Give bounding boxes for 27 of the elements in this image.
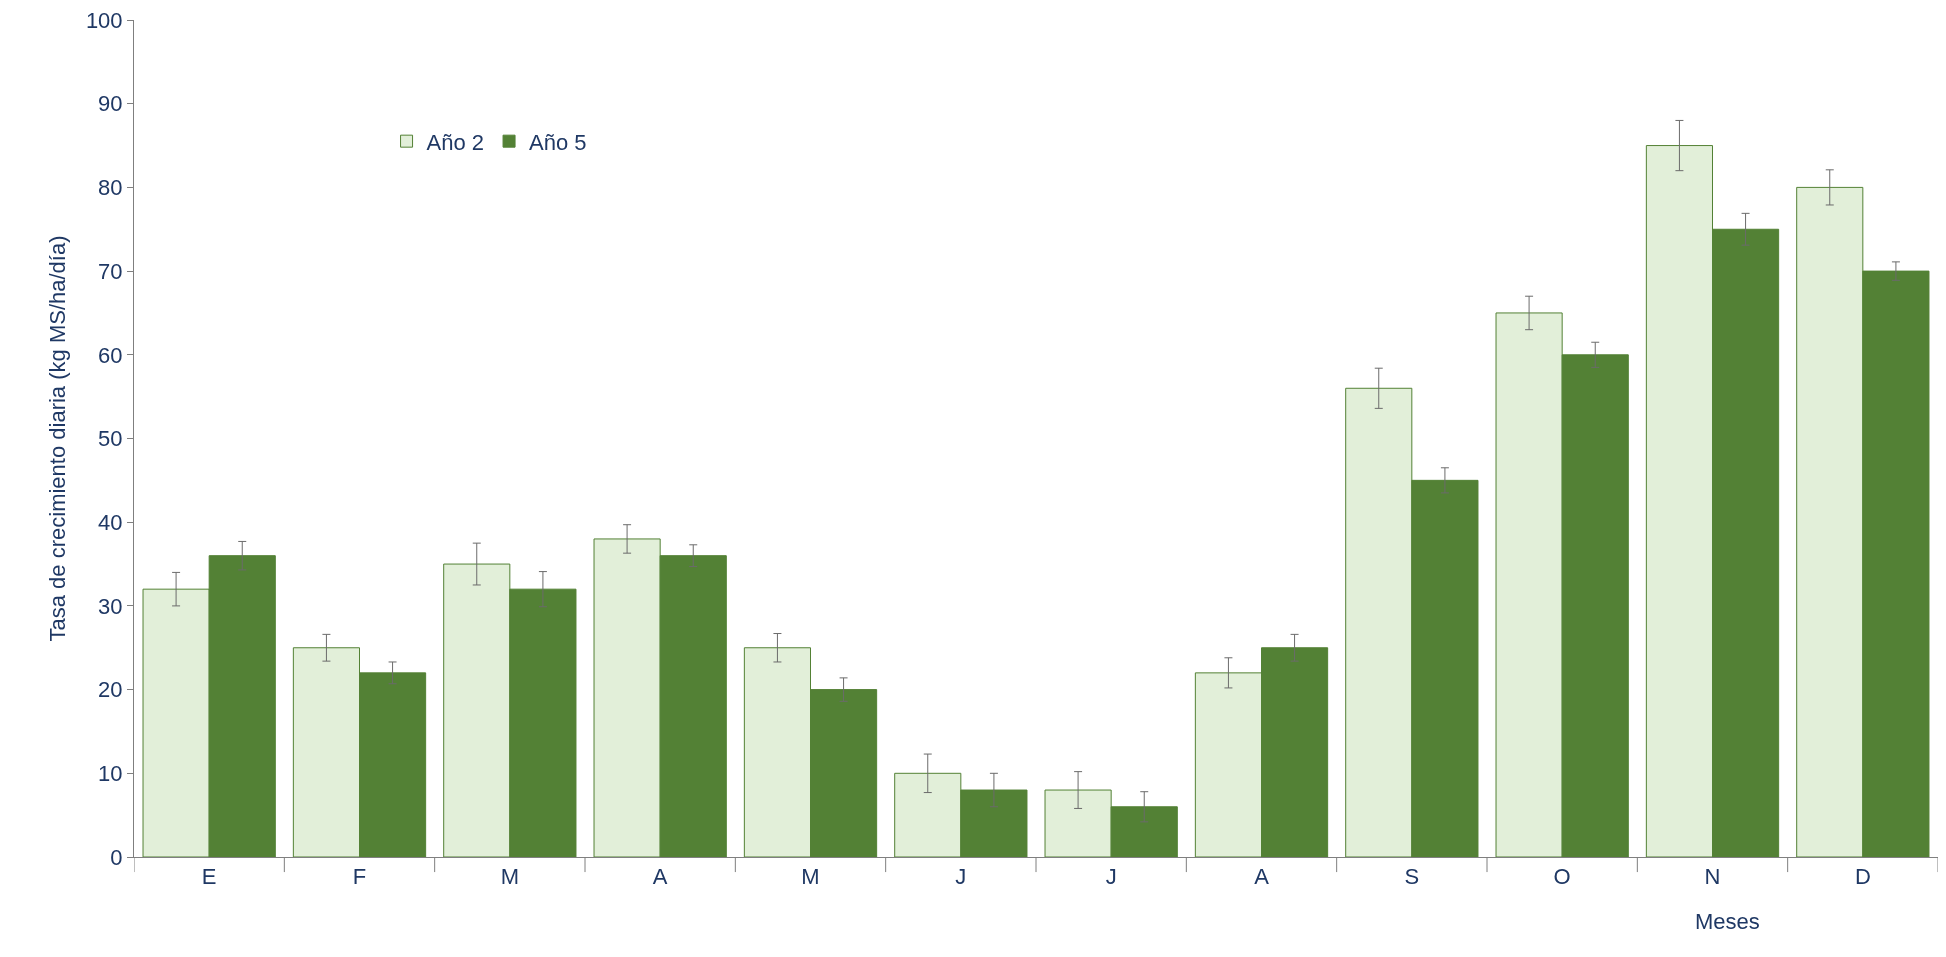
y-tick-label: 50: [98, 426, 123, 452]
x-tick-label: J: [1105, 864, 1117, 890]
y-tick-label: 30: [98, 593, 123, 619]
x-axis-title: Meses: [1695, 909, 1760, 934]
x-tick-label: M: [500, 864, 519, 890]
y-tick-label: 0: [110, 844, 123, 870]
y-tick-label: 60: [98, 342, 123, 368]
x-tick-label: J: [955, 864, 967, 890]
y-tick-label: 90: [98, 91, 123, 117]
y-axis-title: Tasa de crecimiento diaria (kg MS/ha/día): [44, 235, 70, 642]
y-tick-label: 20: [98, 677, 123, 703]
y-tick-label: 100: [85, 7, 123, 33]
y-tick-label: 70: [98, 258, 123, 284]
x-tick-label: F: [352, 864, 367, 890]
y-tick-label: 80: [98, 175, 123, 201]
x-tick-label: M: [801, 864, 820, 890]
x-tick-label: O: [1553, 864, 1571, 890]
x-tick-label: S: [1404, 864, 1420, 890]
y-tick-label: 10: [98, 761, 123, 786]
x-tick-label: E: [201, 864, 217, 890]
x-tick-label: D: [1854, 864, 1871, 890]
x-tick-label: N: [1704, 864, 1721, 890]
x-tick-label: A: [652, 864, 668, 890]
y-tick-label: 40: [98, 509, 123, 535]
legend-label: Año 5: [529, 129, 587, 155]
x-tick-label: A: [1254, 864, 1270, 890]
legend-label: Año 2: [426, 129, 485, 155]
